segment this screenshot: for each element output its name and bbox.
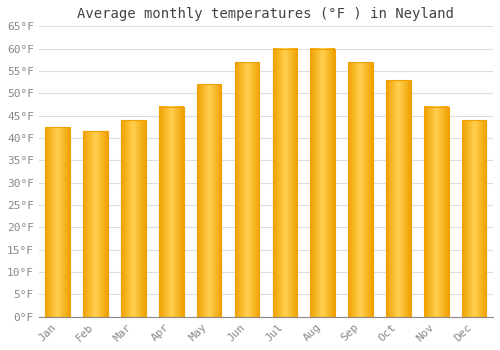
Title: Average monthly temperatures (°F ) in Neyland: Average monthly temperatures (°F ) in Ne… [78, 7, 454, 21]
Bar [272, 49, 297, 317]
Bar [121, 120, 146, 317]
Bar [386, 80, 410, 317]
Bar [234, 62, 260, 317]
Bar [159, 107, 184, 317]
Bar [310, 49, 335, 317]
Bar [462, 120, 486, 317]
Bar [197, 84, 222, 317]
Bar [424, 107, 448, 317]
Bar [348, 62, 373, 317]
Bar [46, 127, 70, 317]
Bar [84, 131, 108, 317]
